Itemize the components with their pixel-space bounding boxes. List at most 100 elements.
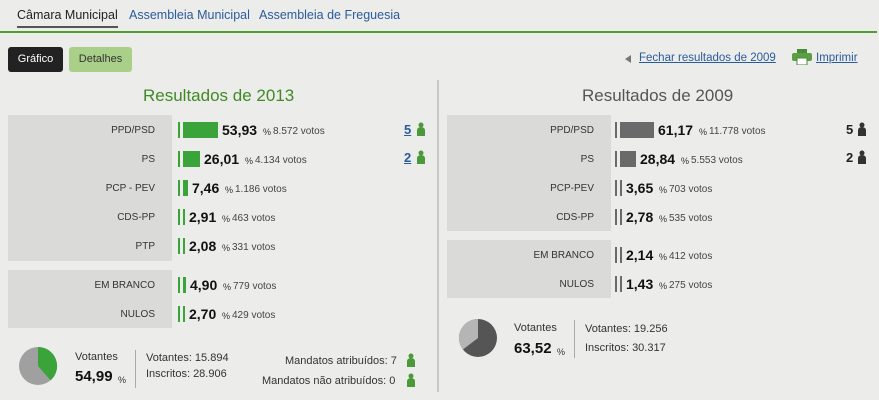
tab-assembleia-municipal[interactable]: Assembleia Municipal xyxy=(129,8,250,22)
party-label-ppd-psd-2013: PPD/PSD xyxy=(111,125,155,136)
results-2013-title: Resultados de 2013 xyxy=(143,86,295,105)
bar-baseline xyxy=(178,151,180,167)
other-labels-2013 xyxy=(8,270,172,328)
person-icon xyxy=(417,150,425,164)
turnout-pct-2009: 63,52 xyxy=(514,340,552,357)
votes-ptp-2013: 331 votos xyxy=(232,242,276,253)
bar-baseline xyxy=(178,180,180,196)
pct-sign: % xyxy=(659,252,668,262)
tab-bar: Câmara Municipal Assembleia Municipal As… xyxy=(0,0,877,33)
party-labels-2009 xyxy=(447,115,611,231)
bar-nulos-2009 xyxy=(620,276,622,292)
votes-pcp-pev-2009: 703 votos xyxy=(669,184,713,195)
turnout-pct-2013: 54,99 xyxy=(75,368,113,385)
pct-sign: % xyxy=(659,214,668,224)
bar-ps-2009 xyxy=(620,151,636,167)
votes-ppd-psd-2009: 11.778 votos xyxy=(709,126,766,137)
pct-nulos-2013: 2,70 xyxy=(189,306,217,322)
party-label-ppd-psd-2009: PPD/PSD xyxy=(550,125,594,136)
voters-2013: Votantes: 15.894 xyxy=(146,352,229,364)
pct-sign: % xyxy=(225,185,234,195)
results-2009-title: Resultados de 2009 xyxy=(582,86,734,105)
pct-ps-2009: 28,84 xyxy=(640,151,676,167)
bar-pcp-pev-2013 xyxy=(183,180,188,196)
bar-ppd-psd-2013 xyxy=(183,122,218,138)
chart-view-button[interactable]: Gráfico xyxy=(8,47,63,72)
turnout-pie-2009 xyxy=(459,319,497,357)
pct-sign: % xyxy=(222,214,231,224)
votes-ppd-psd-2013: 8.572 votos xyxy=(273,126,325,137)
bar-ptp-2013 xyxy=(183,238,185,254)
registered-2009: Inscritos: 30.317 xyxy=(585,342,666,354)
tab-camara-municipal[interactable]: Câmara Municipal xyxy=(17,8,118,28)
person-icon xyxy=(407,353,415,367)
bar-cds-pp-2009 xyxy=(620,209,622,225)
tab-assembleia-freguesia[interactable]: Assembleia de Freguesia xyxy=(259,8,401,22)
bar-baseline xyxy=(178,122,180,138)
bar-em-branco-2009 xyxy=(620,247,622,263)
pct-sign: % xyxy=(223,282,232,292)
bar-ps-2013 xyxy=(183,151,200,167)
pct-ppd-psd-2013: 53,93 xyxy=(222,122,258,138)
bar-em-branco-2013 xyxy=(183,277,186,293)
party-label-pcp-pev-2009: PCP-PEV xyxy=(550,183,594,194)
party-label-em-branco-2009: EM BRANCO xyxy=(533,250,594,261)
close-2009-results-link[interactable]: Fechar resultados de 2009 xyxy=(639,52,776,64)
votes-nulos-2013: 429 votos xyxy=(232,310,276,321)
votes-nulos-2009: 275 votos xyxy=(669,280,713,291)
pct-sign: % xyxy=(263,127,272,137)
pct-sign: % xyxy=(222,243,231,253)
bar-pcp-pev-2009 xyxy=(620,180,622,196)
bar-baseline xyxy=(615,209,617,225)
votes-em-branco-2013: 779 votos xyxy=(233,281,277,292)
party-label-nulos-2013: NULOS xyxy=(120,309,155,320)
votes-ps-2009: 5.553 votos xyxy=(691,155,743,166)
arrow-left-icon xyxy=(625,55,631,63)
seats-ppd-psd-2009: 5 xyxy=(846,122,854,137)
pct-sign: % xyxy=(699,127,708,137)
print-link[interactable]: Imprimir xyxy=(816,52,858,64)
votes-em-branco-2009: 412 votos xyxy=(669,251,713,262)
pct-ppd-psd-2009: 61,17 xyxy=(658,122,694,138)
registered-2013: Inscritos: 28.906 xyxy=(146,368,227,380)
bar-baseline xyxy=(615,247,617,263)
party-label-cds-pp-2009: CDS-PP xyxy=(556,212,594,223)
pct-sign: % xyxy=(681,156,690,166)
bar-baseline xyxy=(178,209,180,225)
pct-em-branco-2009: 2,14 xyxy=(626,247,654,263)
column-divider xyxy=(437,80,439,392)
bar-cds-pp-2013 xyxy=(183,209,185,225)
pct-ptp-2013: 2,08 xyxy=(189,238,217,254)
pct-pcp-pev-2013: 7,46 xyxy=(192,180,220,196)
bar-baseline xyxy=(615,122,617,138)
party-label-nulos-2009: NULOS xyxy=(559,279,594,290)
bar-baseline xyxy=(615,276,617,292)
votes-ps-2013: 4.134 votos xyxy=(255,155,307,166)
mandates-unassigned: Mandatos não atribuídos: 0 xyxy=(262,375,396,387)
pct-em-branco-2013: 4,90 xyxy=(190,277,218,293)
party-label-ptp-2013: PTP xyxy=(135,241,155,252)
printer-icon[interactable] xyxy=(792,49,812,65)
pct-sign: % xyxy=(659,281,668,291)
seats-ps-2009: 2 xyxy=(846,150,854,165)
turnout-label-2013: Votantes xyxy=(75,351,118,363)
seats-ps-2013[interactable]: 2 xyxy=(404,150,412,165)
details-view-button[interactable]: Detalhes xyxy=(69,47,132,72)
person-icon xyxy=(858,122,866,136)
seats-ppd-psd-2013[interactable]: 5 xyxy=(404,122,412,137)
party-label-cds-pp-2013: CDS-PP xyxy=(117,212,155,223)
pct-sign: % xyxy=(222,311,231,321)
party-label-pcp-pev-2013: PCP - PEV xyxy=(105,183,155,194)
bar-baseline xyxy=(615,180,617,196)
person-icon xyxy=(858,150,866,164)
person-icon xyxy=(417,122,425,136)
mandates-assigned: Mandatos atribuídos: 7 xyxy=(285,355,397,367)
pct-sign: % xyxy=(659,185,668,195)
bar-baseline xyxy=(615,151,617,167)
pct-nulos-2009: 1,43 xyxy=(626,276,654,292)
voters-2009: Votantes: 19.256 xyxy=(585,323,668,335)
pct-pcp-pev-2009: 3,65 xyxy=(626,180,654,196)
party-labels-2013 xyxy=(8,115,172,261)
pct-cds-pp-2009: 2,78 xyxy=(626,209,654,225)
votes-pcp-pev-2013: 1.186 votos xyxy=(235,184,287,195)
